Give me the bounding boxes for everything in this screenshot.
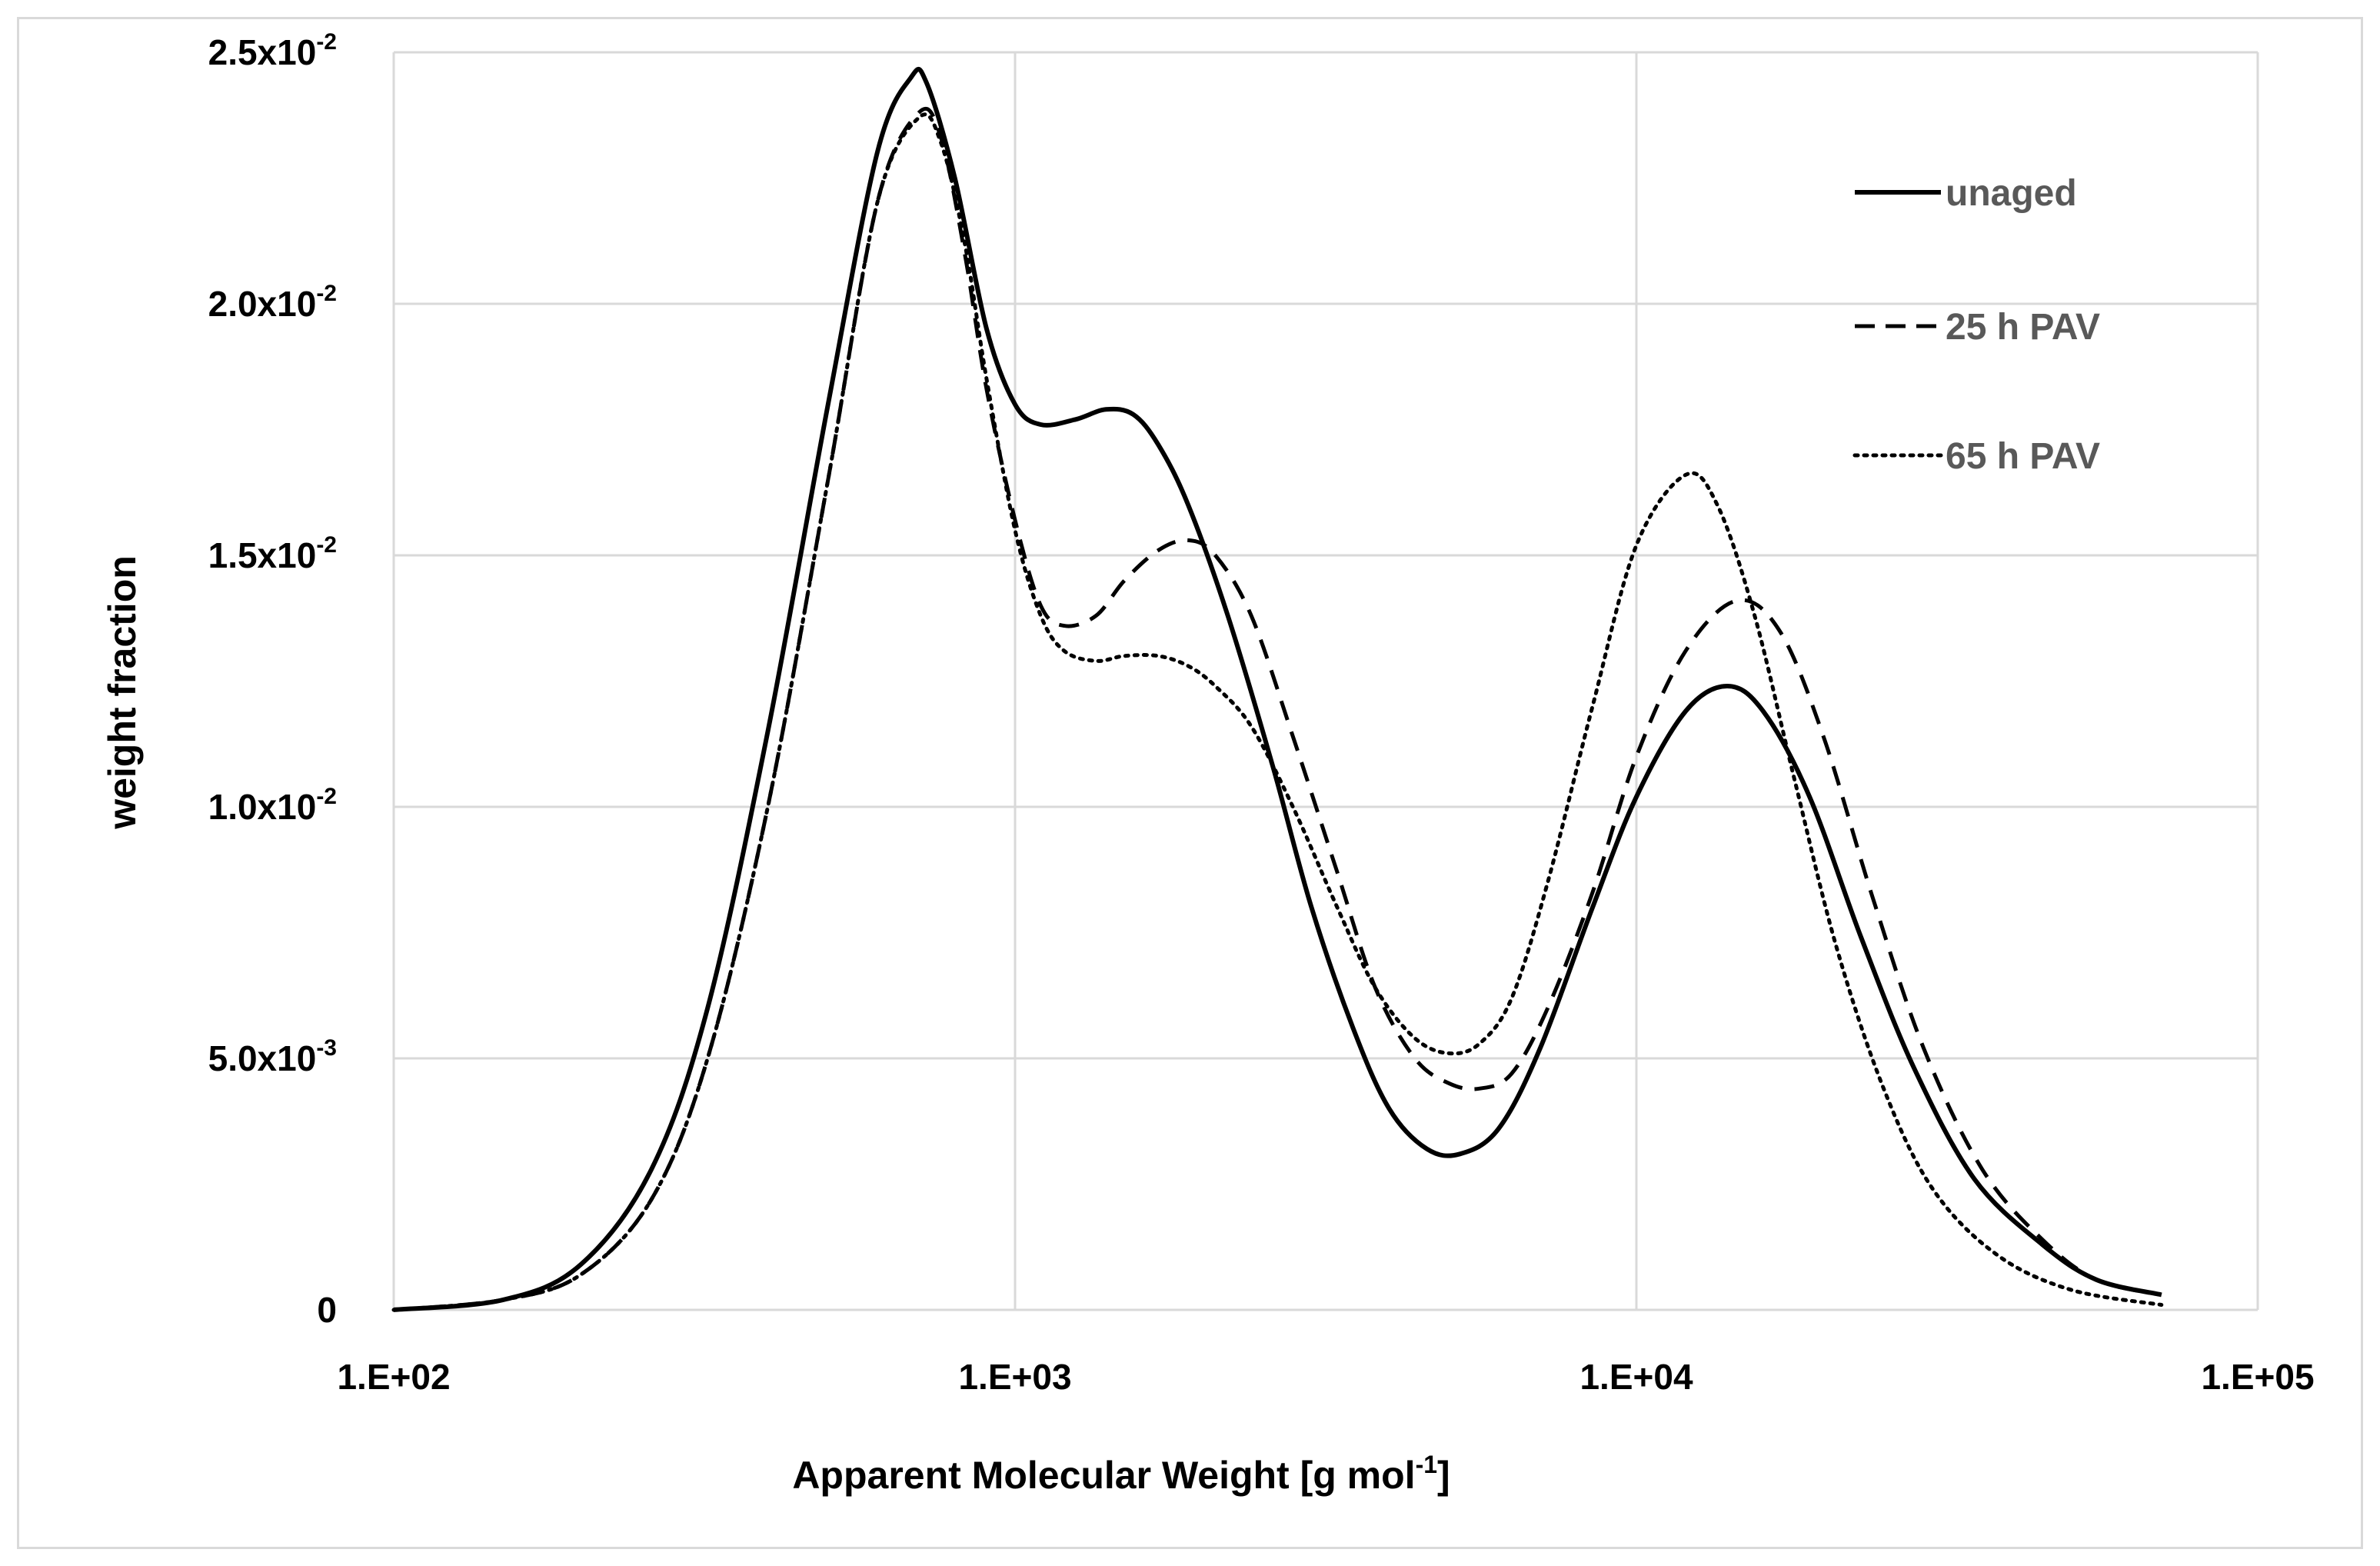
series-line-solid: [393, 67, 2162, 1312]
x-tick-label: 1.E+04: [1579, 1357, 1693, 1397]
x-tick-label: 1.E+05: [2201, 1357, 2314, 1397]
y-tick-label: 2.5x10-2: [208, 29, 337, 72]
x-axis-ticks: 1.E+02 1.E+03 1.E+04 1.E+05: [337, 1357, 2314, 1397]
y-tick-label: 1.0x10-2: [208, 784, 337, 827]
legend-label: 25 h PAV: [1946, 307, 2100, 348]
chart-frame: [17, 17, 2363, 1549]
y-axis-title: weight fraction: [101, 555, 144, 830]
x-axis-title-end: ]: [1437, 1454, 1450, 1497]
legend: unaged 25 h PAV 65 h PAV: [1852, 173, 2100, 477]
gridlines: [392, 51, 2259, 1311]
x-axis-title-sup: -1: [1416, 1451, 1437, 1478]
y-tick-label: 1.5x10-2: [208, 532, 337, 575]
y-axis-ticks: 0 5.0x10-3 1.0x10-2 1.5x10-2 2.0x10-2 2.5x10-…: [208, 29, 337, 1330]
x-axis-title-main: Apparent Molecular Weight [g mol: [792, 1454, 1415, 1497]
series-lines: [391, 67, 2164, 1312]
legend-label: 65 h PAV: [1946, 436, 2100, 477]
y-tick-label: 2.0x10-2: [208, 281, 337, 324]
y-tick-label: 5.0x10-3: [208, 1035, 337, 1078]
x-axis-title: Apparent Molecular Weight [g mol-1]: [792, 1451, 1450, 1497]
x-tick-label: 1.E+03: [958, 1357, 1071, 1397]
series-line-dotted: [391, 112, 2164, 1312]
series-line-dashed: [393, 106, 2162, 1312]
x-tick-label: 1.E+02: [337, 1357, 450, 1397]
y-tick-label: 0: [317, 1290, 337, 1330]
legend-label: unaged: [1946, 173, 2077, 214]
